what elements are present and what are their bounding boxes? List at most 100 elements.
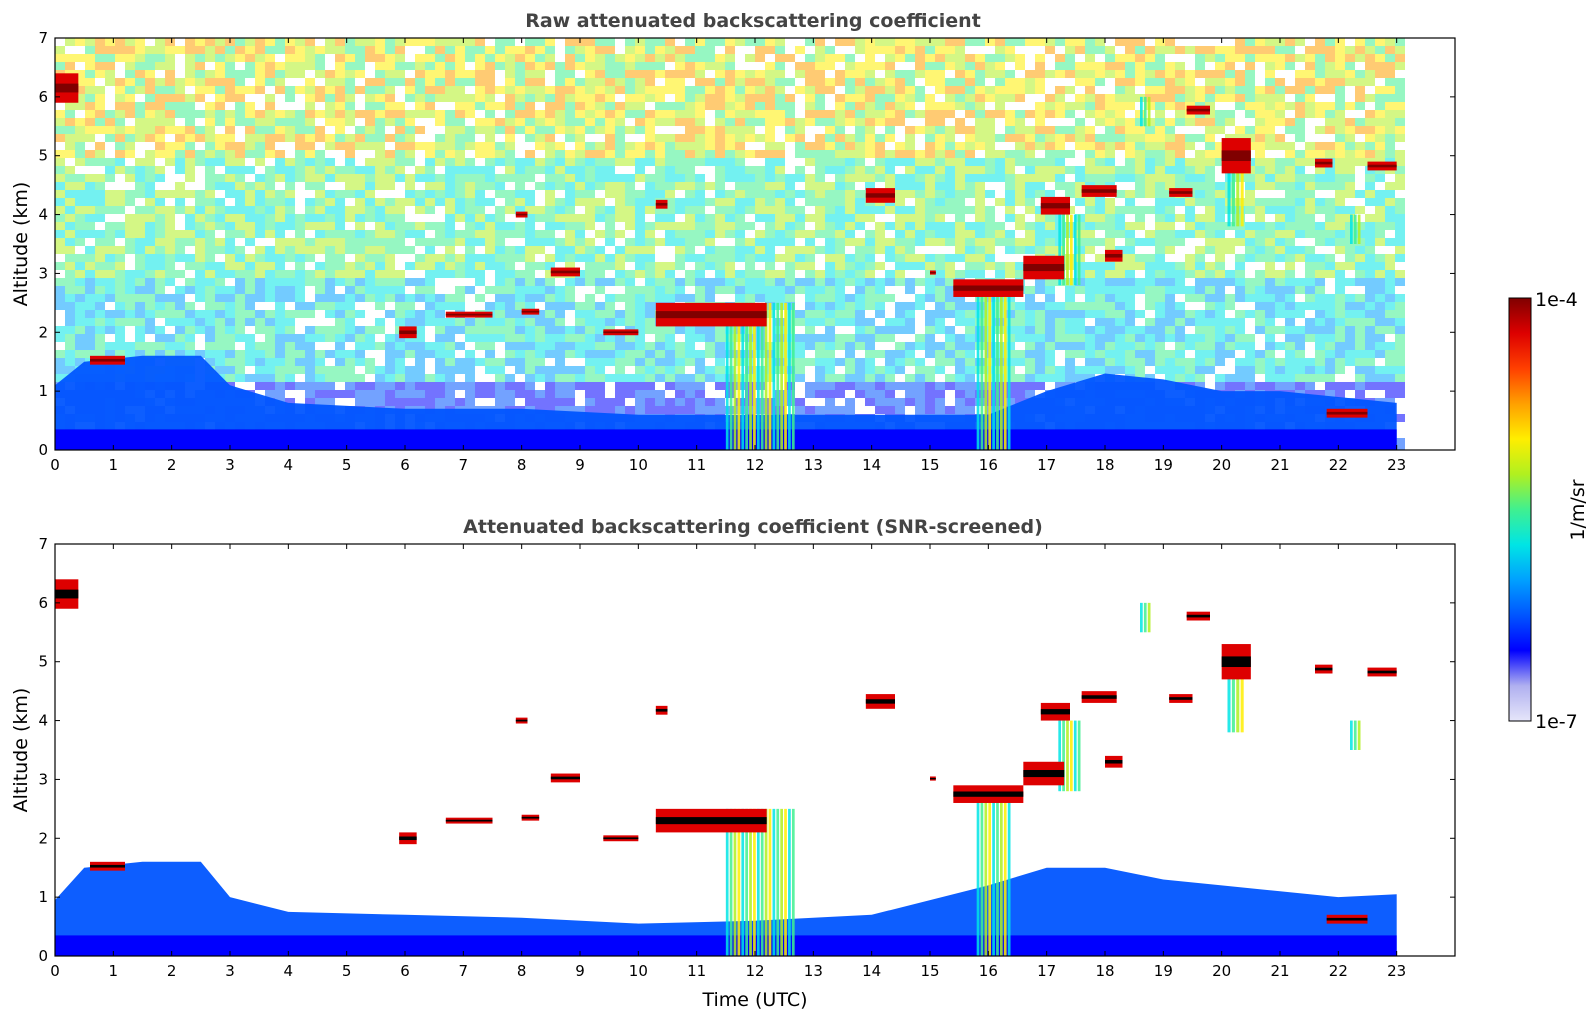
noise-cell <box>755 110 765 118</box>
noise-cell <box>505 150 515 158</box>
noise-cell <box>85 118 95 126</box>
noise-cell <box>1075 142 1085 150</box>
noise-cell <box>445 382 455 390</box>
noise-cell <box>895 254 905 262</box>
noise-cell <box>525 166 535 174</box>
noise-cell <box>345 286 355 294</box>
noise-cell <box>955 206 965 214</box>
noise-cell <box>205 326 215 334</box>
noise-cell <box>995 222 1005 230</box>
noise-cell <box>345 318 355 326</box>
noise-cell <box>775 358 785 366</box>
noise-cell <box>145 286 155 294</box>
noise-cell <box>455 158 465 166</box>
noise-cell <box>1305 262 1315 270</box>
noise-cell <box>375 126 385 134</box>
noise-cell <box>865 206 875 214</box>
noise-cell <box>165 294 175 302</box>
noise-cell <box>105 174 115 182</box>
noise-cell <box>1105 126 1115 134</box>
noise-cell <box>1195 246 1205 254</box>
noise-cell <box>1265 182 1275 190</box>
noise-cell <box>1255 358 1265 366</box>
noise-cell <box>635 310 645 318</box>
noise-cell <box>185 214 195 222</box>
noise-cell <box>595 46 605 54</box>
noise-cell <box>395 198 405 206</box>
noise-cell <box>765 214 775 222</box>
noise-cell <box>905 94 915 102</box>
noise-cell <box>515 54 525 62</box>
noise-cell <box>515 62 525 70</box>
noise-cell <box>565 342 575 350</box>
noise-cell <box>485 198 495 206</box>
noise-cell <box>55 334 65 342</box>
noise-cell <box>125 214 135 222</box>
noise-cell <box>1275 110 1285 118</box>
noise-cell <box>245 350 255 358</box>
noise-cell <box>565 86 575 94</box>
noise-cell <box>825 134 835 142</box>
noise-cell <box>835 134 845 142</box>
noise-cell <box>805 310 815 318</box>
noise-cell <box>735 166 745 174</box>
noise-cell <box>755 286 765 294</box>
noise-cell <box>165 278 175 286</box>
noise-cell <box>825 214 835 222</box>
noise-cell <box>55 62 65 70</box>
noise-cell <box>585 70 595 78</box>
noise-cell <box>215 46 225 54</box>
noise-cell <box>965 126 975 134</box>
noise-cell <box>335 246 345 254</box>
noise-cell <box>555 70 565 78</box>
noise-cell <box>385 158 395 166</box>
noise-cell <box>535 286 545 294</box>
noise-cell <box>195 238 205 246</box>
noise-cell <box>555 318 565 326</box>
noise-cell <box>505 174 515 182</box>
noise-cell <box>345 166 355 174</box>
noise-cell <box>505 94 515 102</box>
noise-cell <box>775 182 785 190</box>
noise-cell <box>445 142 455 150</box>
noise-cell <box>125 102 135 110</box>
noise-cell <box>465 270 475 278</box>
noise-cell <box>1165 94 1175 102</box>
noise-cell <box>625 310 635 318</box>
noise-cell <box>75 302 85 310</box>
noise-cell <box>195 190 205 198</box>
noise-cell <box>315 94 325 102</box>
noise-cell <box>285 358 295 366</box>
noise-cell <box>445 374 455 382</box>
noise-cell <box>1365 278 1375 286</box>
noise-cell <box>975 198 985 206</box>
noise-cell <box>1285 278 1295 286</box>
noise-cell <box>885 78 895 86</box>
noise-cell <box>935 158 945 166</box>
noise-cell <box>1295 214 1305 222</box>
noise-cell <box>265 230 275 238</box>
noise-cell <box>355 62 365 70</box>
noise-cell <box>685 94 695 102</box>
noise-cell <box>745 78 755 86</box>
noise-cell <box>765 294 775 302</box>
noise-cell <box>75 70 85 78</box>
noise-cell <box>265 110 275 118</box>
noise-cell <box>1285 174 1295 182</box>
noise-cell <box>95 302 105 310</box>
noise-cell <box>645 54 655 62</box>
noise-cell <box>355 310 365 318</box>
noise-cell <box>565 294 575 302</box>
noise-cell <box>925 62 935 70</box>
noise-cell <box>365 190 375 198</box>
noise-cell <box>1175 70 1185 78</box>
noise-cell <box>85 46 95 54</box>
noise-cell <box>855 326 865 334</box>
noise-cell <box>825 142 835 150</box>
noise-cell <box>135 54 145 62</box>
noise-cell <box>435 158 445 166</box>
noise-cell <box>1225 342 1235 350</box>
noise-cell <box>1315 222 1325 230</box>
noise-cell <box>745 166 755 174</box>
noise-cell <box>765 206 775 214</box>
